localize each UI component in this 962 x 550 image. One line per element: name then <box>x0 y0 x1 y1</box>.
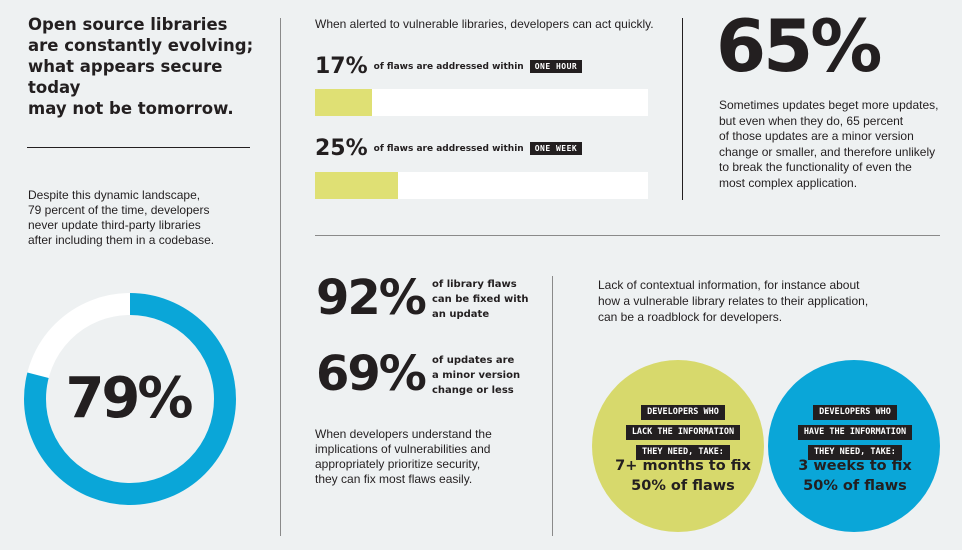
bar-text: of flaws are addressed within <box>373 61 524 72</box>
bar-text: of flaws are addressed within <box>373 143 524 154</box>
bar-fill <box>315 89 372 116</box>
bar-track <box>315 172 648 199</box>
venn-intro: Lack of contextual information, for inst… <box>598 278 869 324</box>
bar-track <box>315 89 648 116</box>
donut-label: 79% <box>65 366 192 431</box>
venn-tag: DEVELOPERS WHO <box>813 405 897 420</box>
bars-intro: When alerted to vulnerable libraries, de… <box>315 17 654 31</box>
stat-number: 69% <box>316 346 427 402</box>
donut-arc <box>24 293 236 505</box>
column-divider-left <box>280 18 281 536</box>
venn-left-result: 7+ months to fix 50% of flaws <box>615 458 751 494</box>
divider <box>27 147 250 148</box>
bar-fill <box>315 172 399 199</box>
stat-text: of updates are a minor version change or… <box>432 355 521 396</box>
venn-tag: THEY NEED, TAKE: <box>636 445 730 460</box>
venn-left-tags: DEVELOPERS WHO LACK THE INFORMATION THEY… <box>598 401 768 461</box>
mid-text: When developers understand the implicati… <box>315 427 492 486</box>
stat-65-number: 65% <box>716 4 882 88</box>
bar-label-row: 17% of flaws are addressed within ONE HO… <box>315 54 583 79</box>
donut-chart: 79% <box>24 293 236 505</box>
stat-number: 92% <box>316 270 427 326</box>
column-divider-right <box>682 18 683 200</box>
headline: Open source libraries are constantly evo… <box>28 15 254 118</box>
venn-right-result: 3 weeks to fix 50% of flaws <box>798 458 912 494</box>
venn-tag: LACK THE INFORMATION <box>625 425 741 440</box>
divider <box>315 235 940 236</box>
bar-pct: 25% <box>315 136 368 161</box>
bar-pct: 17% <box>315 54 368 79</box>
venn-tag: HAVE THE INFORMATION <box>797 425 913 440</box>
venn-right-tags: DEVELOPERS WHO HAVE THE INFORMATION THEY… <box>770 401 940 461</box>
venn-tag: THEY NEED, TAKE: <box>808 445 902 460</box>
lead-text: Despite this dynamic landscape, 79 perce… <box>28 188 215 247</box>
bar-label-row: 25% of flaws are addressed within ONE WE… <box>315 136 583 161</box>
bar-tag: ONE WEEK <box>529 142 583 155</box>
stat-65-text: Sometimes updates beget more updates, bu… <box>719 98 939 190</box>
stat-text: of library flaws can be fixed with an up… <box>432 279 529 320</box>
venn-tag: DEVELOPERS WHO <box>641 405 725 420</box>
column-divider-bottom <box>552 276 553 536</box>
bar-tag: ONE HOUR <box>529 60 583 73</box>
